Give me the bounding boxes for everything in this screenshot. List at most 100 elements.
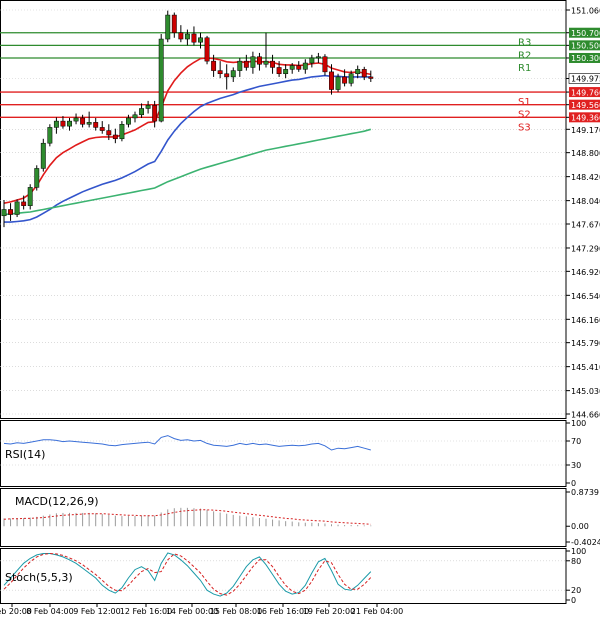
level-label-s3: S3 (518, 122, 531, 133)
candle-down (361, 69, 367, 78)
rsi-legend: RSI(14) (5, 448, 45, 461)
y-tick-label: 148.800 (571, 149, 600, 158)
x-tick-label: 14 Feb 00:00 (166, 607, 218, 616)
candle-down (329, 71, 334, 90)
y-tick-label: 148.040 (571, 197, 600, 206)
x-tick-label: 16 Feb 16:00 (257, 607, 309, 616)
candle-up (250, 56, 256, 68)
candle-down (8, 209, 14, 215)
panel-frame-macd (0, 488, 567, 547)
candle-up (158, 38, 164, 122)
rsi-line (3, 435, 371, 451)
candle-down (171, 14, 177, 33)
y-tick-label: 149.170 (571, 126, 600, 135)
level-label-s2: S2 (518, 110, 531, 121)
price-tag-support (569, 99, 600, 110)
candle-down (112, 134, 118, 140)
price-tag-current (568, 73, 600, 84)
candle-down (152, 105, 158, 122)
candle-up (139, 108, 145, 116)
y-tick-label: 147.290 (571, 244, 600, 253)
candle-up (67, 120, 72, 127)
candle-up (309, 57, 315, 64)
price-tag-label: 149.760 (571, 88, 600, 97)
y-tick-label: 148.420 (571, 173, 600, 182)
candles (1, 10, 374, 228)
candle-down (21, 201, 27, 206)
y-axis: 151.060 149.170 148.800 148.420 148.040 147.6… (566, 7, 600, 420)
x-tick-label: Feb 20:00 (0, 607, 32, 616)
panel-frame-price (0, 0, 567, 419)
moving-averages (3, 57, 372, 223)
macd-tick-label: 0.8739 (571, 488, 599, 497)
candle-down (60, 120, 66, 127)
candle-down (204, 37, 210, 62)
level-label-s1: S1 (518, 97, 531, 108)
price-tag-label: 149.560 (571, 101, 600, 110)
x-tick-label: 15 Feb 08:00 (210, 607, 262, 616)
x-tick-label: 21 Feb 04:00 (351, 607, 403, 616)
panel-frame-stoch (0, 548, 567, 604)
candle-down (106, 130, 112, 136)
candle-down (368, 76, 374, 79)
price-tag-resistance (569, 40, 600, 51)
candle-down (191, 33, 197, 43)
stoch-k-line (3, 552, 372, 597)
panel-frames (0, 0, 567, 604)
candle-down (99, 127, 105, 131)
candle-down (224, 73, 230, 78)
candle-up (289, 65, 295, 70)
rsi-tick-label: 0 (571, 479, 576, 488)
y-tick-label: 146.920 (571, 268, 600, 277)
stoch-tick-label: 100 (571, 547, 586, 556)
candle-down (342, 76, 348, 84)
y-tick-label: 146.540 (571, 292, 600, 301)
y-tick-label: 144.660 (571, 411, 600, 420)
candle-up (1, 209, 7, 217)
candle-down (80, 117, 86, 125)
macd-signal-line (3, 509, 371, 525)
candle-up (335, 76, 341, 90)
grid (0, 9, 566, 415)
price-tag-label: 150.700 (571, 29, 600, 38)
x-tick-label: 8 Feb 04:00 (26, 607, 73, 616)
candle-up (40, 142, 46, 169)
y-tick-label: 145.030 (571, 387, 600, 396)
candle-up (348, 73, 354, 84)
candle-down (93, 122, 99, 128)
y-tick-label: 145.410 (571, 363, 600, 372)
y-tick-label: 147.670 (571, 220, 600, 229)
candle-down (270, 60, 276, 68)
candle-up (283, 69, 289, 75)
price-tag-resistance (569, 52, 600, 63)
candle-down (257, 56, 262, 65)
macd-legend: MACD(12,26,9) (15, 495, 99, 508)
candle-down (178, 32, 184, 40)
candle-up (86, 122, 92, 125)
macd-tick-label: 0.00 (571, 522, 589, 531)
price-tag-label: 149.360 (571, 114, 600, 123)
candle-up (73, 117, 79, 122)
level-label-r3: R3 (518, 38, 531, 49)
candle-up (355, 69, 361, 75)
candle-up (237, 60, 243, 71)
candle-up (184, 33, 190, 40)
candle-up (145, 105, 151, 109)
candle-down (217, 70, 223, 75)
rsi-tick-label: 30 (571, 461, 581, 470)
stoch-tick-label: 80 (571, 557, 581, 566)
y-tick-label: 145.790 (571, 339, 600, 348)
price-tag-label: 149.975 (571, 75, 600, 84)
candle-up (302, 62, 308, 70)
y-tick-label: 146.160 (571, 316, 600, 325)
candle-down (211, 60, 217, 71)
candle-up (165, 14, 171, 40)
price-tag-resistance (569, 27, 600, 38)
stoch-tick-label: 0 (571, 596, 576, 605)
price-tag-label: 150.500 (571, 42, 600, 51)
ema_mid-line (4, 74, 371, 223)
candle-up (14, 201, 20, 215)
ema_slow-line (3, 128, 372, 216)
